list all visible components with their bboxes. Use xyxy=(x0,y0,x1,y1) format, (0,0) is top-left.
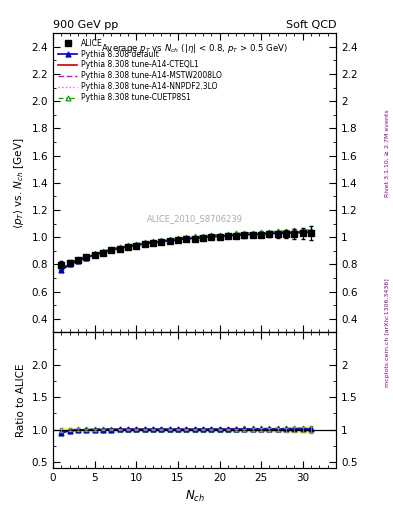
Text: Average $p_T$ vs $N_{ch}$ ($|\eta|$ < 0.8, $p_T$ > 0.5 GeV): Average $p_T$ vs $N_{ch}$ ($|\eta|$ < 0.… xyxy=(101,42,288,55)
Text: 900 GeV pp: 900 GeV pp xyxy=(53,19,118,30)
Text: ALICE_2010_S8706239: ALICE_2010_S8706239 xyxy=(147,215,242,223)
Text: Soft QCD: Soft QCD xyxy=(286,19,336,30)
Text: Rivet 3.1.10, ≥ 2.7M events: Rivet 3.1.10, ≥ 2.7M events xyxy=(385,110,389,198)
Y-axis label: $\langle p_T \rangle$ vs. $N_{ch}$ [GeV]: $\langle p_T \rangle$ vs. $N_{ch}$ [GeV] xyxy=(12,137,26,229)
Y-axis label: Ratio to ALICE: Ratio to ALICE xyxy=(16,364,26,437)
X-axis label: $N_{ch}$: $N_{ch}$ xyxy=(185,489,204,504)
Text: mcplots.cern.ch [arXiv:1306.3436]: mcplots.cern.ch [arXiv:1306.3436] xyxy=(385,279,389,387)
Legend: ALICE, Pythia 8.308 default, Pythia 8.308 tune-A14-CTEQL1, Pythia 8.308 tune-A14: ALICE, Pythia 8.308 default, Pythia 8.30… xyxy=(57,37,223,104)
